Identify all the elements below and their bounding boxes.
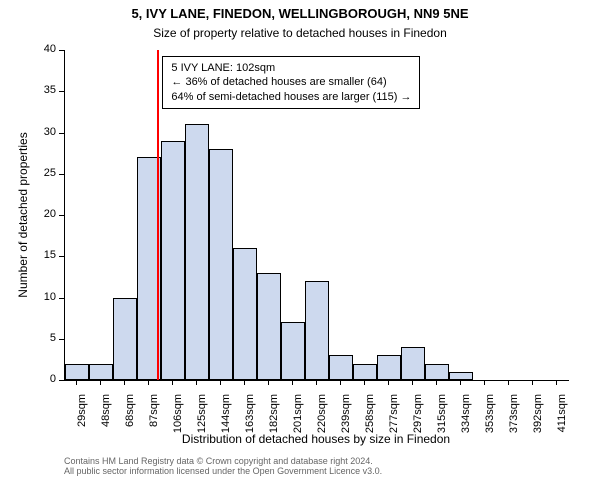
x-tick-label: 144sqm [220,394,232,444]
x-tick-mark [460,380,461,385]
y-tick-mark [59,339,64,340]
x-tick-mark [100,380,101,385]
chart-container: 5, IVY LANE, FINEDON, WELLINGBOROUGH, NN… [0,0,600,500]
y-tick-label: 15 [44,249,56,261]
x-tick-label: 48sqm [100,394,112,444]
x-tick-label: 201sqm [292,394,304,444]
y-tick-label: 35 [44,84,56,96]
histogram-bar [401,347,425,380]
x-tick-mark [412,380,413,385]
histogram-bar [305,281,329,380]
y-tick-mark [59,256,64,257]
x-tick-label: 182sqm [268,394,280,444]
x-tick-mark [148,380,149,385]
footer-line-3: All public sector information licensed u… [64,466,382,476]
y-tick-mark [59,91,64,92]
x-tick-mark [292,380,293,385]
annotation-line-2: ← 36% of detached houses are smaller (64… [171,75,411,89]
x-tick-label: 106sqm [172,394,184,444]
x-tick-mark [556,380,557,385]
histogram-bar [209,149,233,380]
y-tick-label: 10 [44,291,56,303]
histogram-bar [233,248,257,380]
histogram-bar [257,273,281,380]
x-tick-mark [508,380,509,385]
y-tick-label: 40 [44,43,56,55]
footer: Contains HM Land Registry data © Crown c… [64,456,382,476]
x-tick-mark [436,380,437,385]
x-tick-label: 392sqm [532,394,544,444]
x-tick-mark [484,380,485,385]
x-tick-label: 258sqm [364,394,376,444]
x-tick-mark [268,380,269,385]
x-tick-label: 373sqm [508,394,520,444]
chart-title-main: 5, IVY LANE, FINEDON, WELLINGBOROUGH, NN… [0,6,600,21]
footer-line-1: Contains HM Land Registry data © Crown c… [64,456,382,466]
histogram-bar [89,364,113,381]
y-tick-mark [59,298,64,299]
x-tick-mark [340,380,341,385]
x-tick-mark [316,380,317,385]
histogram-bar [161,141,185,380]
y-tick-label: 20 [44,208,56,220]
x-tick-label: 239sqm [340,394,352,444]
x-tick-label: 277sqm [388,394,400,444]
x-tick-label: 125sqm [196,394,208,444]
x-tick-label: 315sqm [436,394,448,444]
x-tick-mark [196,380,197,385]
marker-line [157,50,159,380]
y-tick-label: 5 [50,332,56,344]
x-tick-mark [388,380,389,385]
x-tick-mark [532,380,533,385]
histogram-bar [353,364,377,381]
x-tick-label: 334sqm [460,394,472,444]
histogram-bar [281,322,305,380]
x-tick-label: 220sqm [316,394,328,444]
annotation-line-1: 5 IVY LANE: 102sqm [171,61,411,75]
y-tick-mark [59,50,64,51]
histogram-bar [329,355,353,380]
histogram-bar [113,298,137,381]
x-tick-label: 353sqm [484,394,496,444]
annotation-box: 5 IVY LANE: 102sqm ← 36% of detached hou… [162,56,420,109]
chart-title-sub: Size of property relative to detached ho… [0,26,600,40]
x-tick-mark [172,380,173,385]
x-tick-label: 297sqm [412,394,424,444]
histogram-bar [425,364,449,381]
y-tick-mark [59,380,64,381]
y-tick-label: 30 [44,126,56,138]
y-tick-mark [59,215,64,216]
x-tick-mark [364,380,365,385]
annotation-line-3: 64% of semi-detached houses are larger (… [171,90,411,104]
y-tick-mark [59,133,64,134]
y-tick-mark [59,174,64,175]
x-tick-mark [220,380,221,385]
x-tick-label: 163sqm [244,394,256,444]
y-axis-label: Number of detached properties [16,50,30,380]
histogram-bar [449,372,473,380]
histogram-bar [185,124,209,380]
x-tick-label: 68sqm [124,394,136,444]
x-tick-mark [76,380,77,385]
x-tick-mark [124,380,125,385]
y-tick-label: 0 [50,373,56,385]
histogram-bar [377,355,401,380]
x-tick-label: 29sqm [76,394,88,444]
x-tick-label: 411sqm [556,394,568,444]
x-tick-label: 87sqm [148,394,160,444]
x-tick-mark [244,380,245,385]
histogram-bar [65,364,89,381]
y-tick-label: 25 [44,167,56,179]
